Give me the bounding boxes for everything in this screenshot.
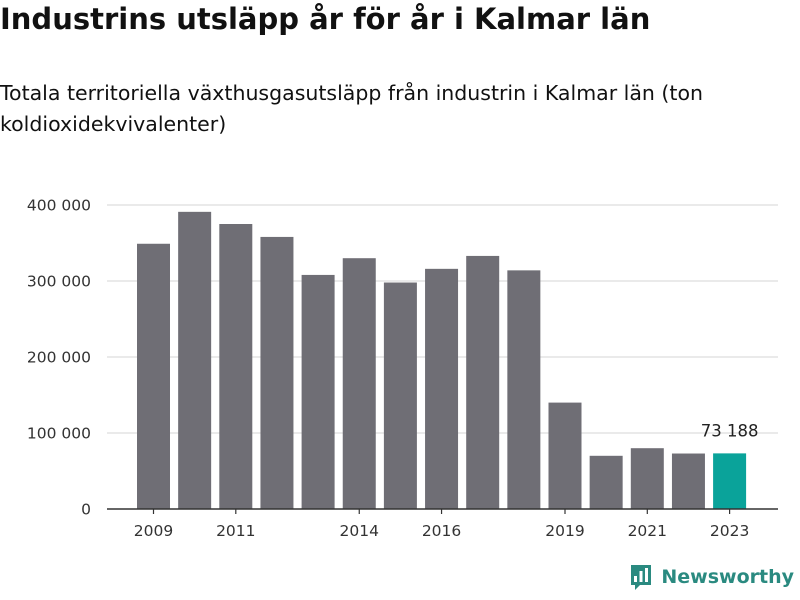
x-tick-label: 2011 <box>216 522 255 540</box>
bar-2016 <box>425 268 459 509</box>
y-tick-label: 200 000 <box>27 349 91 367</box>
bar-2014 <box>342 258 376 509</box>
bars <box>137 211 747 510</box>
x-tick-label: 2009 <box>134 522 173 540</box>
y-tick-label: 100 000 <box>27 425 91 443</box>
x-tick-label: 2021 <box>628 522 667 540</box>
bar-2019 <box>548 402 582 509</box>
newsworthy-logo: Newsworthy <box>629 562 794 592</box>
bar-2022 <box>671 453 705 509</box>
data-label: 73 188 <box>701 421 759 440</box>
bar-2012 <box>260 236 294 510</box>
x-tick-label: 2014 <box>340 522 379 540</box>
bar-2018 <box>507 270 541 509</box>
x-tick-label: 2023 <box>710 522 749 540</box>
bar-2009 <box>137 243 170 509</box>
newsworthy-bar-chart-icon <box>631 565 652 590</box>
bar-2010 <box>178 211 212 509</box>
labels: 0 100 000 200 000 300 000 400 000 2009 2011 201… <box>27 197 759 541</box>
bar-2020 <box>589 455 623 509</box>
bar-2023 <box>713 453 747 509</box>
axes <box>107 508 778 514</box>
chart-title: Industrins utsläpp år för år i Kalmar lä… <box>0 2 651 36</box>
bar-2011 <box>219 224 253 509</box>
y-tick-label: 300 000 <box>27 273 91 291</box>
chart-subtitle: Totala territoriella växthusgasutsläpp f… <box>0 81 704 136</box>
bar-2021 <box>630 448 664 509</box>
x-tick-label: 2019 <box>545 522 584 540</box>
bar-2013 <box>301 274 335 509</box>
y-tick-label: 400 000 <box>27 197 91 215</box>
logo-text: Newsworthy <box>661 566 794 588</box>
x-tick-label: 2016 <box>422 522 461 540</box>
bar-2015 <box>383 282 417 509</box>
bar-2017 <box>466 255 500 509</box>
y-tick-label: 0 <box>81 501 91 519</box>
